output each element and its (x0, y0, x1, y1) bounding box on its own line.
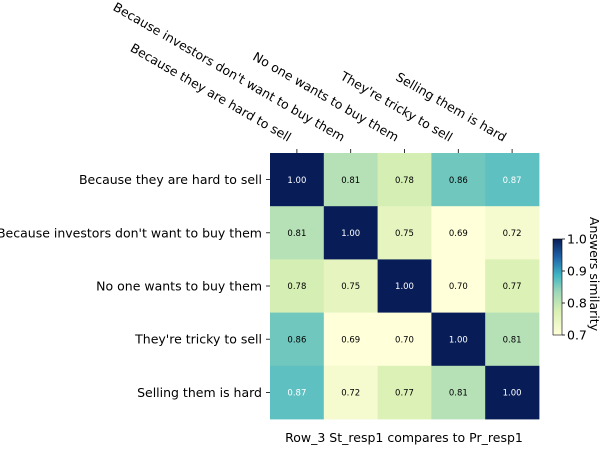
row-label: Because investors don't want to buy them (0, 225, 262, 240)
heatmap-cell-r3-c3 (431, 312, 486, 367)
cell-value-label: 0.75 (341, 282, 360, 292)
heatmap-cell-r1-c4 (485, 206, 540, 260)
heatmap-cell-r3-c2 (377, 312, 432, 367)
heatmap-cell-r4-c1 (323, 365, 378, 420)
cell-value-label: 1.00 (287, 176, 306, 186)
cell-value-label: 0.72 (341, 389, 360, 399)
heatmap-cell-r0-c0 (270, 153, 325, 207)
cell-value-label: 0.70 (449, 282, 468, 292)
colorbar-tick-label: 0.7 (567, 328, 587, 343)
cell-value-label: 0.81 (341, 176, 360, 186)
cell-value-label: 0.70 (395, 335, 414, 345)
cell-value-label: 0.86 (449, 176, 468, 186)
heatmap-cell-r4-c2 (377, 365, 432, 420)
cell-value-label: 0.81 (449, 389, 468, 399)
cell-value-label: 0.75 (395, 229, 414, 239)
row-label: No one wants to buy them (96, 279, 262, 294)
row-label: Selling them is hard (137, 385, 262, 400)
heatmap-cell-r1-c2 (377, 206, 432, 260)
colorbar: 0.7 0.8 0.9 1.0 Answers similarity (552, 217, 602, 343)
heatmap-cell-r2-c4 (485, 259, 540, 313)
heatmap-cell-r3-c0 (270, 312, 325, 367)
heatmap-cell-r2-c3 (431, 259, 486, 313)
row-labels: Because they are hard to sell Because inv… (0, 172, 270, 400)
heatmap-cell-r0-c1 (323, 153, 378, 207)
colorbar-tick-label: 0.8 (567, 296, 587, 311)
row-label: Because they are hard to sell (79, 172, 262, 187)
cell-value-label: 1.00 (449, 335, 468, 345)
heatmap-cell-r0-c3 (431, 153, 486, 207)
column-label: Because investors don't want to buy them (111, 0, 348, 145)
heatmap-cell-r1-c0 (270, 206, 325, 260)
heatmap-cell-r3-c4 (485, 312, 540, 367)
cell-value-label: 0.69 (449, 229, 468, 239)
heatmap-cell-r0-c2 (377, 153, 432, 207)
cell-value-label: 0.81 (503, 335, 522, 345)
heatmap-cell-r4-c3 (431, 365, 486, 420)
cell-value-label: 1.00 (395, 282, 414, 292)
cell-value-label: 1.00 (503, 389, 522, 399)
cell-value-label: 1.00 (341, 229, 360, 239)
x-axis-label: Row_3 St_resp1 compares to Pr_resp1 (285, 430, 523, 445)
heatmap-cells: 1.00 0.81 0.78 0.86 0.87 0.81 1.00 0.75 0.69 0.72… (270, 153, 540, 420)
cell-value-label: 0.78 (287, 282, 306, 292)
colorbar-label: Answers similarity (587, 217, 602, 332)
heatmap-cell-r4-c0 (270, 365, 325, 420)
cell-value-label: 0.81 (287, 229, 306, 239)
cell-value-label: 0.78 (395, 176, 414, 186)
cell-value-label: 0.77 (503, 282, 522, 292)
colorbar-tick-label: 1.0 (567, 232, 587, 247)
colorbar-tick-label: 0.9 (567, 264, 587, 279)
cell-value-label: 0.86 (287, 335, 306, 345)
heatmap-cell-r2-c0 (270, 259, 325, 313)
heatmap-cell-r1-c3 (431, 206, 486, 260)
heatmap-cell-r2-c1 (323, 259, 378, 313)
row-label: They're tricky to sell (134, 332, 262, 347)
colorbar-ticks: 0.7 0.8 0.9 1.0 (562, 232, 587, 343)
heatmap-cell-r4-c4 (485, 365, 540, 420)
cell-value-label: 0.69 (341, 335, 360, 345)
heatmap-cell-r3-c1 (323, 312, 378, 367)
heatmap-cell-r2-c2 (377, 259, 432, 313)
cell-value-label: 0.87 (503, 176, 522, 186)
heatmap-cell-r1-c1 (323, 206, 378, 260)
heatmap-cell-r0-c4 (485, 153, 540, 207)
cell-value-label: 0.72 (503, 229, 522, 239)
cell-value-label: 0.77 (395, 389, 414, 399)
cell-value-label: 0.87 (287, 389, 306, 399)
colorbar-gradient (552, 238, 563, 336)
